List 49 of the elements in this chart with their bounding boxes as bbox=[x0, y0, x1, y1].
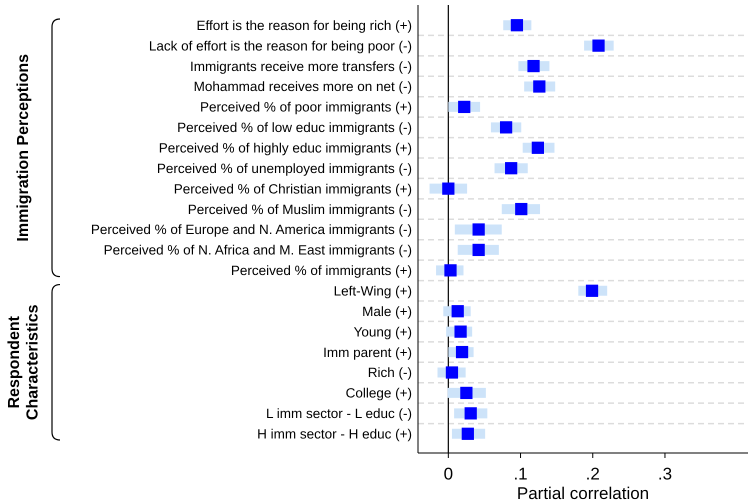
point bbox=[527, 60, 540, 72]
y-tick-label: L imm sector - L educ (-) bbox=[266, 406, 412, 422]
x-axis-title: Partial correlation bbox=[516, 484, 650, 502]
point bbox=[452, 305, 464, 318]
point bbox=[533, 80, 546, 93]
point bbox=[460, 386, 473, 400]
y-tick-label: Perceived % of immigrants (+) bbox=[230, 263, 412, 278]
y-tick-label: Perceived % of unemployed immigrants (-) bbox=[156, 160, 412, 176]
y-tick-label: Imm parent (+) bbox=[323, 344, 412, 360]
x-tick-label: .3 bbox=[658, 464, 672, 484]
point bbox=[586, 284, 598, 297]
point bbox=[458, 100, 470, 114]
y-tick-label: Left-Wing (+) bbox=[334, 284, 412, 299]
point bbox=[532, 142, 544, 154]
y-tick-label: Lack of effort is the reason for being poor (-) bbox=[148, 38, 412, 54]
x-tick-label: .1 bbox=[513, 464, 528, 484]
text: Immigration Perceptions bbox=[15, 54, 32, 242]
text: Respondent Characteristics bbox=[6, 304, 42, 420]
y-tick-label: Perceived % of N. Africa and M. East immigrants (-) bbox=[104, 242, 412, 258]
y-tick-label: Young (+) bbox=[354, 324, 412, 340]
y-tick-label: Perceived % of Christian immigrants (+) bbox=[174, 181, 412, 196]
point bbox=[472, 244, 485, 256]
point bbox=[444, 264, 457, 276]
y-tick-label: Perceived % of Muslim immigrants (-) bbox=[188, 202, 412, 217]
y-tick-label: Perceived % of poor immigrants (+) bbox=[200, 100, 412, 115]
point bbox=[446, 366, 458, 379]
y-tick-label: Male (+) bbox=[362, 304, 412, 319]
y-tick-label: Mohammad receives more on net (-) bbox=[194, 79, 412, 94]
point bbox=[592, 40, 605, 52]
point bbox=[456, 346, 468, 358]
y-tick-label: Immigrants receive more transfers (-) bbox=[190, 58, 412, 74]
y-tick-label: Perceived % of highly educ immigrants (+) bbox=[158, 140, 412, 156]
point bbox=[505, 162, 518, 174]
y-tick-label: H imm sector - H educ (+) bbox=[257, 426, 412, 442]
y-tick-label: Rich (-) bbox=[368, 365, 412, 380]
x-tick-label: 0 bbox=[444, 464, 454, 484]
y-tick-label: Effort is the reason for being rich (+) bbox=[196, 18, 412, 33]
point bbox=[462, 428, 474, 440]
point bbox=[454, 326, 467, 338]
point bbox=[500, 121, 512, 134]
x-tick-label: .2 bbox=[586, 464, 600, 484]
y-tick-label: College (+) bbox=[346, 386, 412, 401]
point bbox=[515, 202, 528, 216]
y-tick-label: Perceived % of Europe and N. America immigrants (-) bbox=[90, 222, 412, 238]
point bbox=[464, 407, 477, 420]
point bbox=[472, 223, 485, 236]
point bbox=[442, 182, 454, 195]
y-tick-label: Perceived % of low educ immigrants (-) bbox=[177, 120, 412, 136]
point bbox=[510, 19, 524, 32]
